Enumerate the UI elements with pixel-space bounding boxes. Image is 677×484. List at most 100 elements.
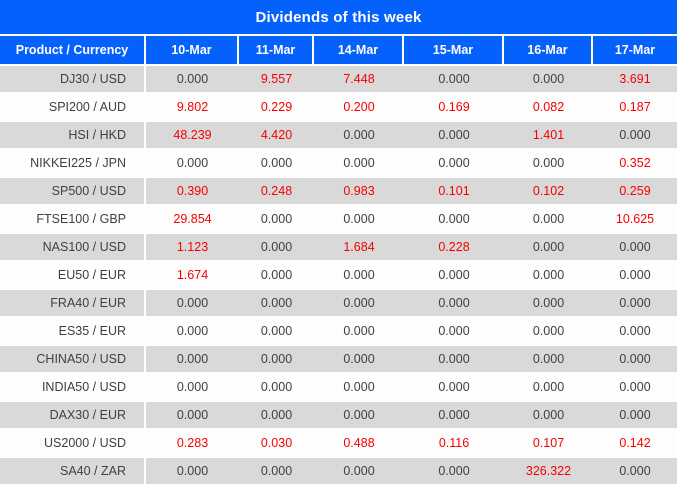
values-band: 48.239 4.420 0.000 0.000 1.401 0.000 [146,122,677,148]
table-row: NIKKEI225 / JPN 0.000 0.000 0.000 0.000 0.00… [0,150,677,176]
value-cell: 0.283 [176,436,209,450]
product-cell: EU50 / EUR [0,262,144,288]
table-row: HSI / HKD 48.239 4.420 0.000 0.000 1.401 0.00… [0,122,677,148]
value-cell: 0.000 [343,324,375,338]
values-band: 29.854 0.000 0.000 0.000 0.000 10.625 [146,206,677,232]
value-cell: 0.000 [343,268,375,282]
column-header-14-mar: 14-Mar [314,36,402,64]
value-cell: 0.000 [532,156,565,170]
product-cell: SA40 / ZAR [0,458,144,484]
value-cell: 3.691 [619,72,651,86]
table-title: Dividends of this week [255,8,422,26]
value-cell: 326.322 [525,464,572,478]
value-cell: 0.000 [532,352,565,366]
value-cell: 0.000 [260,408,293,422]
value-cell: 0.000 [532,72,565,86]
product-cell: INDIA50 / USD [0,374,144,400]
value-cell: 0.000 [619,352,651,366]
value-cell: 0.000 [438,72,470,86]
column-header-16-mar: 16-Mar [504,36,591,64]
column-separator [144,346,146,372]
table-row: FTSE100 / GBP 29.854 0.000 0.000 0.000 0.000… [0,206,677,232]
column-separator [144,290,146,316]
value-cell: 0.000 [438,128,470,142]
value-cell: 0.000 [176,408,209,422]
product-cell: NIKKEI225 / JPN [0,150,144,176]
table-row: INDIA50 / USD 0.000 0.000 0.000 0.000 0.000 0… [0,374,677,400]
value-cell: 0.352 [619,156,651,170]
product-cell: DAX30 / EUR [0,402,144,428]
value-cell: 0.000 [176,352,209,366]
value-cell: 0.000 [343,352,375,366]
table-row: CHINA50 / USD 0.000 0.000 0.000 0.000 0.000 0… [0,346,677,372]
value-cell: 0.000 [260,380,293,394]
table-row: EU50 / EUR 1.674 0.000 0.000 0.000 0.000 0.00… [0,262,677,288]
table-row: SP500 / USD 0.390 0.248 0.983 0.101 0.102 0.2… [0,178,677,204]
values-band: 0.000 0.000 0.000 0.000 0.000 0.352 [146,150,677,176]
value-cell: 0.000 [343,156,375,170]
column-header-product-currency: Product / Currency [0,36,144,64]
value-cell: 0.000 [176,464,209,478]
value-cell: 0.030 [260,436,293,450]
column-separator [144,430,146,456]
product-cell: US2000 / USD [0,430,144,456]
value-cell: 48.239 [173,128,212,142]
table-row: DJ30 / USD 0.000 9.557 7.448 0.000 0.000 3.69… [0,66,677,92]
column-separator [144,206,146,232]
product-cell: FTSE100 / GBP [0,206,144,232]
column-separator [144,374,146,400]
value-cell: 0.000 [176,72,209,86]
value-cell: 0.229 [260,100,293,114]
value-cell: 7.448 [343,72,375,86]
value-cell: 0.983 [343,184,375,198]
value-cell: 0.000 [619,380,651,394]
table-row: SA40 / ZAR 0.000 0.000 0.000 0.000 326.322 0.… [0,458,677,484]
value-cell: 0.101 [438,184,470,198]
value-cell: 0.142 [619,436,651,450]
value-cell: 1.684 [343,240,375,254]
value-cell: 0.000 [532,240,565,254]
value-cell: 0.000 [619,240,651,254]
column-separator [144,66,146,92]
value-cell: 0.000 [260,212,293,226]
value-cell: 0.000 [260,296,293,310]
table-title-bar: Dividends of this week [0,0,677,34]
value-cell: 0.390 [176,184,209,198]
value-cell: 0.000 [619,464,651,478]
values-band: 9.802 0.229 0.200 0.169 0.082 0.187 [146,94,677,120]
value-cell: 0.000 [532,296,565,310]
values-band: 1.123 0.000 1.684 0.228 0.000 0.000 [146,234,677,260]
column-separator [144,318,146,344]
values-band: 0.000 0.000 0.000 0.000 0.000 0.000 [146,318,677,344]
value-cell: 0.228 [438,240,470,254]
table-row: NAS100 / USD 1.123 0.000 1.684 0.228 0.000 0.… [0,234,677,260]
value-cell: 0.107 [532,436,565,450]
table-row: ES35 / EUR 0.000 0.000 0.000 0.000 0.000 0.00… [0,318,677,344]
value-cell: 0.000 [438,212,470,226]
value-cell: 0.000 [532,268,565,282]
value-cell: 0.200 [343,100,375,114]
value-cell: 0.000 [619,324,651,338]
value-cell: 0.000 [260,464,293,478]
value-cell: 4.420 [260,128,293,142]
values-band: 0.283 0.030 0.488 0.116 0.107 0.142 [146,430,677,456]
value-cell: 10.625 [615,212,655,226]
column-separator [144,234,146,260]
value-cell: 0.000 [619,296,651,310]
value-cell: 1.674 [176,268,209,282]
product-cell: CHINA50 / USD [0,346,144,372]
values-band: 0.000 0.000 0.000 0.000 0.000 0.000 [146,290,677,316]
column-separator [144,94,146,120]
value-cell: 0.000 [343,296,375,310]
value-cell: 0.000 [619,268,651,282]
column-separator [144,122,146,148]
column-separator [144,262,146,288]
values-band: 0.000 9.557 7.448 0.000 0.000 3.691 [146,66,677,92]
value-cell: 0.000 [438,268,470,282]
values-band: 0.000 0.000 0.000 0.000 0.000 0.000 [146,402,677,428]
value-cell: 0.000 [532,212,565,226]
value-cell: 0.000 [343,212,375,226]
value-cell: 0.000 [260,268,293,282]
values-band: 0.000 0.000 0.000 0.000 326.322 0.000 [146,458,677,484]
